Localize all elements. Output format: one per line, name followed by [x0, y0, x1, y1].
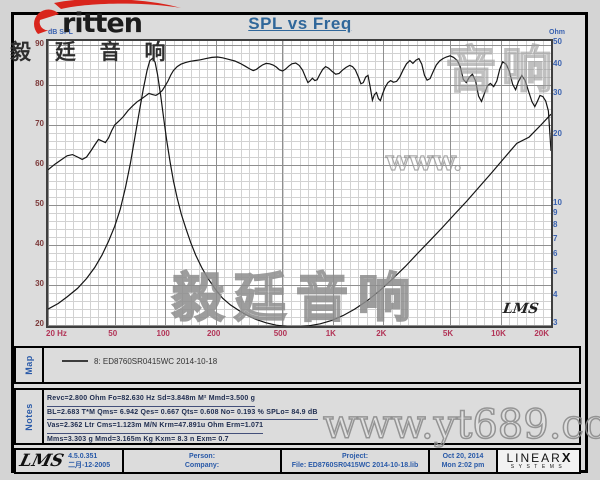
logo-chinese-text: 毅 廷 音 响: [10, 41, 175, 64]
notes-line-2: BL=2.683 T*M Qms= 6.942 Qes= 0.667 Qts= …: [47, 407, 318, 420]
y-left-tick: 20: [35, 319, 44, 328]
y-right-tick: 9: [553, 208, 558, 218]
chart-title: SPL vs Freq: [248, 14, 352, 33]
impedance-curve: [48, 57, 551, 326]
y-left-unit-label: dB SPL: [48, 29, 73, 36]
spl-curve: [48, 55, 551, 171]
notes-line-4: Mms=3.303 g Mmd=3.165m Kg Kxm= 8.3 n Exm…: [47, 434, 229, 444]
notes-content: Revc=2.800 Ohm Fo=82.630 Hz Sd=3.848m M²…: [44, 390, 318, 443]
y-left-tick: 40: [35, 239, 44, 248]
y-left-tick: 30: [35, 279, 44, 288]
lms-plot-signature: LMS: [501, 301, 540, 317]
logo-swoosh-icon: [34, 0, 181, 35]
report-time: Mon 2:02 pm: [441, 462, 485, 469]
legend-line-sample: [62, 360, 88, 362]
x-axis-tick: 200: [206, 329, 221, 338]
chart-canvas: [48, 41, 551, 326]
y-right-tick: 4: [553, 289, 558, 299]
company-label: Company:: [184, 462, 220, 469]
y-left-tick: 50: [35, 199, 44, 208]
notes-line-3: Vas=2.362 Ltr Cms=1.123m M/N Krm=47.891u…: [47, 420, 264, 434]
linearx-systems-text: SYSTEMS: [510, 464, 567, 470]
x-axis-tick: 5K: [442, 329, 454, 338]
project-label: Project:: [341, 453, 369, 460]
footer-linearx-cell: LINEARX SYSTEMS: [498, 450, 579, 472]
x-axis-tick: 10K: [491, 329, 506, 338]
software-version: 4.5.0.351: [68, 453, 98, 460]
lms-logo: LMS: [17, 450, 66, 471]
footer-date-cell: Oct 20, 2014 Mon 2:02 pm: [430, 450, 498, 472]
map-label-cell: Map: [16, 348, 44, 382]
notes-label: Notes: [24, 402, 35, 431]
y-right-tick: 50: [553, 36, 562, 46]
y-right-tick: 6: [553, 249, 558, 259]
software-date: 二月-12-2005: [68, 462, 111, 469]
x-axis-tick: 500: [273, 329, 288, 338]
eritten-logo: ritten 毅 廷 音 响: [10, 0, 196, 66]
y-left-tick: 90: [35, 39, 44, 48]
notes-line-1: Revc=2.800 Ohm Fo=82.630 Hz Sd=3.848m M²…: [47, 393, 256, 407]
x-axis-tick: 50: [108, 329, 118, 338]
y-right-tick: 40: [553, 59, 562, 69]
person-label: Person:: [188, 453, 216, 460]
notes-label-cell: Notes: [16, 390, 44, 443]
y-right-tick: 20: [553, 128, 562, 138]
legend-text: 8: ED8760SR0415WC 2014-10-18: [94, 356, 218, 366]
y-right-tick: 7: [553, 233, 558, 243]
y-left-tick: 60: [35, 159, 44, 168]
y-right-tick: 3: [553, 318, 558, 328]
notes-section: Notes Revc=2.800 Ohm Fo=82.630 Hz Sd=3.8…: [14, 388, 581, 445]
linearx-logo: LINEARX: [506, 450, 571, 465]
y-right-tick: 30: [553, 87, 562, 97]
gridline-path: [48, 41, 551, 326]
x-axis-tick: 1K: [325, 329, 336, 338]
y-right-tick: 10: [553, 197, 562, 207]
footer-bar: LMS 4.5.0.351 二月-12-2005 Person: Company…: [14, 448, 581, 474]
y-right-unit-label: Ohm: [549, 29, 565, 36]
x-axis-tick: 20 Hz: [46, 329, 67, 338]
project-file: File: ED8760SR0415WC 2014-10-18.lib: [291, 462, 419, 469]
y-right-tick: 5: [553, 267, 558, 277]
y-left-tick: 70: [35, 119, 44, 128]
footer-project-cell: Project: File: ED8760SR0415WC 2014-10-18…: [282, 450, 430, 472]
y-left-tick: 80: [35, 79, 44, 88]
report-date: Oct 20, 2014: [442, 453, 484, 460]
plot-area: [46, 39, 553, 328]
footer-person-cell: Person: Company:: [124, 450, 282, 472]
map-label: Map: [24, 355, 34, 375]
map-section: Map 8: ED8760SR0415WC 2014-10-18: [14, 346, 581, 384]
x-axis-tick: 100: [156, 329, 170, 338]
x-axis-tick: 2K: [376, 329, 387, 338]
legend-row: 8: ED8760SR0415WC 2014-10-18: [44, 355, 217, 367]
logo-wordmark: ritten: [62, 8, 143, 39]
footer-version-cell: LMS 4.5.0.351 二月-12-2005: [16, 450, 124, 472]
y-right-tick: 8: [553, 220, 558, 230]
x-axis-tick: 20K: [534, 329, 549, 338]
